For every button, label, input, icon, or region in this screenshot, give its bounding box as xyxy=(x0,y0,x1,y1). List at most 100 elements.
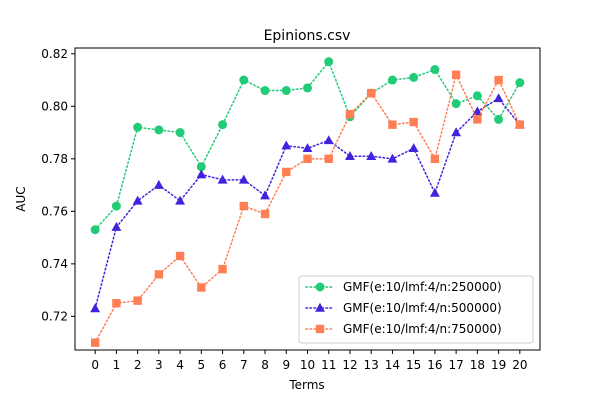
series-1-point-0 xyxy=(90,225,100,235)
legend-box xyxy=(298,275,534,344)
series-2-point-5 xyxy=(196,169,207,179)
x-tick-label-19: 19 xyxy=(491,358,506,372)
series-2-point-4 xyxy=(175,195,186,205)
series-1-point-10 xyxy=(303,83,312,93)
series-1-point-17 xyxy=(451,99,461,109)
series-2-point-12 xyxy=(345,150,355,160)
series-1-line xyxy=(94,60,521,231)
series-1-point-14 xyxy=(387,75,397,85)
y-tick-label-0: 0.72 xyxy=(41,309,68,323)
x-axis-title: Terms xyxy=(288,378,324,392)
series-3-point-0 xyxy=(90,338,100,347)
series-1-point-3 xyxy=(154,125,164,135)
series-1-point-8 xyxy=(260,86,270,96)
x-tick-label-20: 20 xyxy=(512,358,527,372)
x-tick-label-9: 9 xyxy=(282,358,290,372)
series-2-point-14 xyxy=(387,153,398,163)
series-3-point-1 xyxy=(112,299,121,308)
series-1-point-7 xyxy=(239,75,249,85)
series-2-point-11 xyxy=(323,135,334,145)
series-2-point-7 xyxy=(238,174,249,184)
series-2-point-3 xyxy=(153,179,164,189)
series-2-point-9 xyxy=(281,140,292,150)
series-1-point-9 xyxy=(281,86,291,96)
x-tick-label-2: 2 xyxy=(134,358,142,372)
x-tick-label-8: 8 xyxy=(261,358,269,372)
y-tick-label-1: 0.74 xyxy=(41,257,68,271)
y-axis: 0.72 0.74 0.76 0.78 0.80 0.82 xyxy=(41,47,75,323)
legend-label-1: GMF(e:10/lmf:4/n:250000) xyxy=(343,280,502,294)
series-3-point-12 xyxy=(345,109,355,119)
x-tick-label-12: 12 xyxy=(342,358,357,372)
series-1-point-19 xyxy=(494,114,504,124)
series-3-point-10 xyxy=(303,154,312,164)
series-3-point-5 xyxy=(197,283,206,292)
legend-marker-2 xyxy=(315,302,325,312)
y-tick-label-4: 0.80 xyxy=(41,99,68,113)
series-layer xyxy=(90,57,525,347)
series-1-point-11 xyxy=(324,57,334,67)
series-1-point-5 xyxy=(196,162,206,172)
x-tick-label-1: 1 xyxy=(113,358,121,372)
x-axis: 0 1 2 3 4 5 6 7 8 9 10 11 12 13 14 15 16 17 18 19 20 xyxy=(91,350,527,372)
legend-marker-3 xyxy=(315,324,325,334)
x-tick-label-3: 3 xyxy=(155,358,163,372)
series-1-point-15 xyxy=(409,72,419,82)
series-3-point-11 xyxy=(324,154,333,164)
series-1-point-6 xyxy=(218,120,228,130)
series-2-point-19 xyxy=(493,93,504,103)
series-3-point-2 xyxy=(133,296,142,305)
legend: GMF(e:10/lmf:4/n:250000) GMF(e:10/lmf:4/n… xyxy=(298,275,534,344)
series-3-point-9 xyxy=(282,167,291,177)
series-2-point-1 xyxy=(111,221,122,231)
legend-marker-1 xyxy=(315,282,325,292)
x-tick-label-7: 7 xyxy=(240,358,248,372)
series-2-point-6 xyxy=(217,174,228,184)
legend-entries: GMF(e:10/lmf:4/n:250000) GMF(e:10/lmf:4/n… xyxy=(305,280,502,336)
series-1-point-20 xyxy=(515,78,525,88)
series-3-point-6 xyxy=(218,264,227,274)
series-2-point-16 xyxy=(429,187,440,197)
x-tick-label-0: 0 xyxy=(91,358,99,372)
series-3-point-20 xyxy=(515,120,525,129)
legend-label-2: GMF(e:10/lmf:4/n:500000) xyxy=(343,301,502,315)
series-3-point-19 xyxy=(494,75,503,85)
y-tick-label-3: 0.78 xyxy=(41,152,68,166)
series-2-point-8 xyxy=(260,190,270,200)
y-tick-label-2: 0.76 xyxy=(41,204,68,218)
series-3-point-15 xyxy=(409,117,418,127)
x-tick-label-5: 5 xyxy=(198,358,206,372)
series-3-point-3 xyxy=(154,270,164,279)
series-2-point-2 xyxy=(132,195,143,205)
x-tick-label-13: 13 xyxy=(364,358,379,372)
x-tick-label-11: 11 xyxy=(321,358,336,372)
series-2-point-15 xyxy=(408,143,419,153)
series-3-point-4 xyxy=(175,251,185,261)
series-1-point-16 xyxy=(430,65,440,75)
series-3-point-16 xyxy=(430,154,440,164)
series-2-point-18 xyxy=(472,106,483,116)
series-3-point-18 xyxy=(473,115,482,124)
series-3-point-13 xyxy=(366,88,376,98)
x-tick-label-15: 15 xyxy=(406,358,421,372)
x-tick-label-6: 6 xyxy=(219,358,227,372)
x-tick-label-10: 10 xyxy=(300,358,315,372)
series-1-point-4 xyxy=(175,128,185,138)
x-tick-label-4: 4 xyxy=(176,358,184,372)
series-3-point-14 xyxy=(388,120,397,129)
chart-title: Epinions.csv xyxy=(264,28,351,44)
series-2-point-0 xyxy=(90,303,101,313)
x-tick-label-17: 17 xyxy=(448,358,463,372)
series-2-point-13 xyxy=(366,150,377,160)
series-3-point-17 xyxy=(451,70,461,79)
x-tick-label-14: 14 xyxy=(385,358,400,372)
series-3 xyxy=(90,70,525,347)
series-1-point-18 xyxy=(472,91,482,101)
series-1-point-2 xyxy=(133,122,143,132)
series-2-point-17 xyxy=(451,127,462,137)
series-1-point-1 xyxy=(111,201,121,211)
series-3-point-8 xyxy=(260,209,270,219)
legend-label-3: GMF(e:10/lmf:4/n:750000) xyxy=(343,322,502,336)
series-2-point-10 xyxy=(302,143,313,153)
